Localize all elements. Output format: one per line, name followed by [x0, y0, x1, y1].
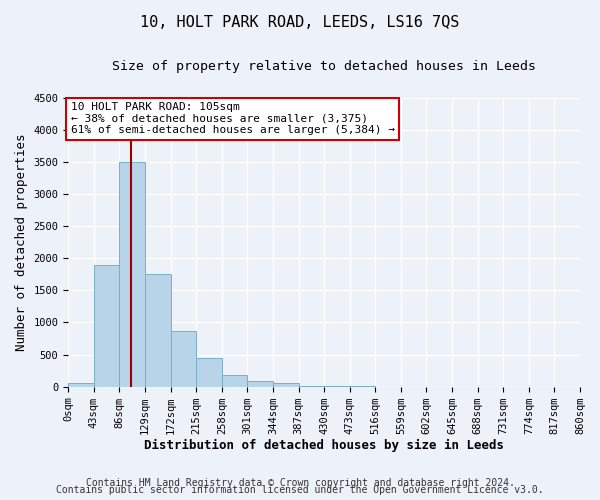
X-axis label: Distribution of detached houses by size in Leeds: Distribution of detached houses by size …	[144, 440, 504, 452]
Text: 10 HOLT PARK ROAD: 105sqm
← 38% of detached houses are smaller (3,375)
61% of se: 10 HOLT PARK ROAD: 105sqm ← 38% of detac…	[71, 102, 395, 136]
Bar	[170, 332, 196, 386]
Bar	[196, 358, 222, 386]
Bar	[94, 264, 119, 386]
Bar	[247, 381, 273, 386]
Bar	[273, 384, 299, 386]
Bar	[145, 274, 170, 386]
Text: 10, HOLT PARK ROAD, LEEDS, LS16 7QS: 10, HOLT PARK ROAD, LEEDS, LS16 7QS	[140, 15, 460, 30]
Title: Size of property relative to detached houses in Leeds: Size of property relative to detached ho…	[112, 60, 536, 73]
Y-axis label: Number of detached properties: Number of detached properties	[15, 134, 28, 351]
Bar	[68, 384, 94, 386]
Bar	[222, 376, 247, 386]
Bar	[119, 162, 145, 386]
Text: Contains HM Land Registry data © Crown copyright and database right 2024.: Contains HM Land Registry data © Crown c…	[86, 478, 514, 488]
Text: Contains public sector information licensed under the Open Government Licence v3: Contains public sector information licen…	[56, 485, 544, 495]
